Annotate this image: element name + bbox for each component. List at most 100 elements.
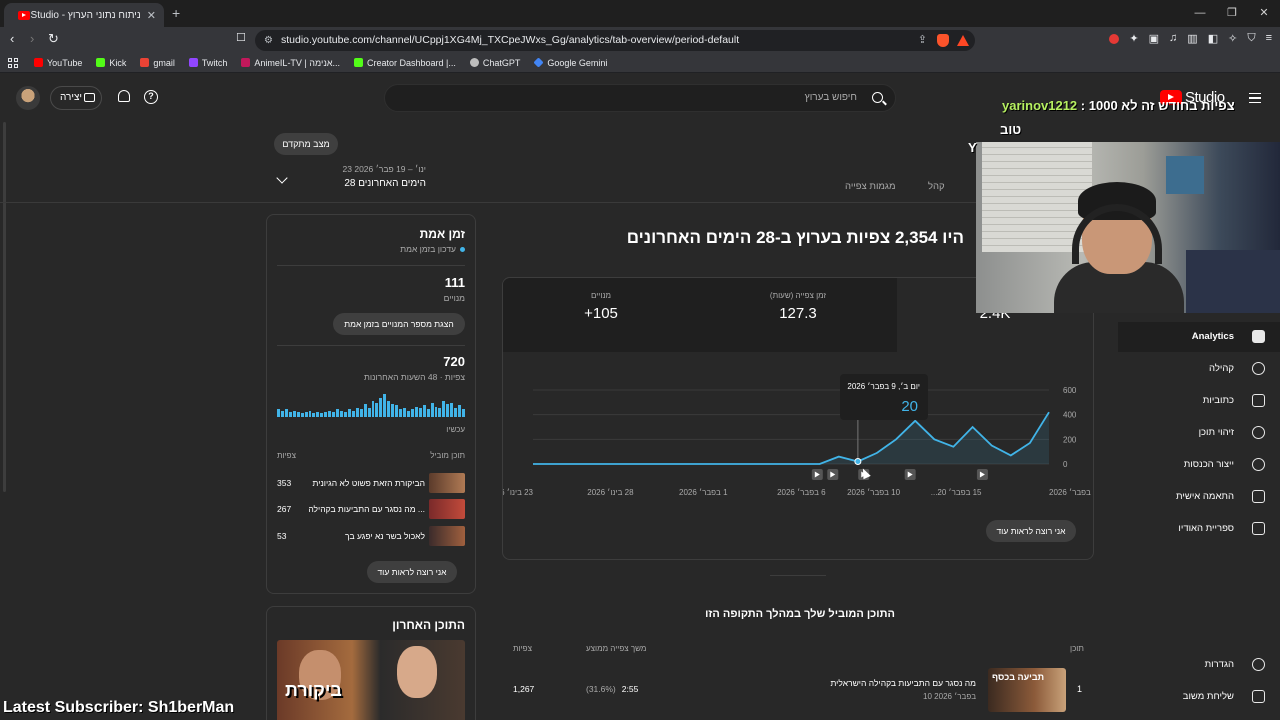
play-icon <box>979 471 985 478</box>
sidebar-item-community[interactable]: קהילה <box>1118 354 1280 384</box>
realtime-bar <box>324 411 328 417</box>
list-item[interactable]: 353 הביקורת הזאת פשוט לא הגיונית <box>277 473 465 493</box>
realtime-see-more-button[interactable]: אני רוצה לראות עוד <box>367 561 457 583</box>
bookmark-gmail[interactable]: gmail <box>140 58 175 68</box>
y-tick-label: 200 <box>1063 435 1077 444</box>
table-row[interactable]: 1 תביעה בכסף מה נסגר עם התביעות בקהילה ה… <box>502 666 1094 714</box>
realtime-card: זמן אמת עדכון בזמן אמת 111 מנויים הצגת מ… <box>266 214 476 594</box>
analytics-icon <box>1252 330 1265 343</box>
twitch-icon <box>188 58 198 67</box>
page-scrollbar[interactable] <box>3 122 6 492</box>
dollar-icon <box>1252 458 1265 471</box>
sidebar-item-customization[interactable]: התאמה אישית <box>1118 482 1280 512</box>
play-icon <box>907 471 913 478</box>
close-tab-icon[interactable]: ✕ <box>146 9 156 22</box>
realtime-bar <box>336 409 339 417</box>
new-tab-icon[interactable]: + <box>172 5 181 21</box>
studio-logo[interactable]: Studio <box>1160 89 1225 106</box>
help-icon[interactable]: ? <box>144 90 158 104</box>
menu-icon[interactable]: ≡ <box>1265 32 1272 44</box>
apps-grid-icon[interactable] <box>8 57 18 68</box>
overview-card: מנויים +105 זמן צפייה (שעות) 127.3 צפיות… <box>502 277 1094 560</box>
hamburger-menu-icon[interactable] <box>1249 93 1261 103</box>
leo-icon[interactable]: ✧ <box>1228 33 1238 45</box>
search-placeholder: חיפוש בערוץ <box>804 92 857 103</box>
realtime-bar-chart[interactable] <box>277 391 465 417</box>
account-avatar[interactable] <box>16 86 40 110</box>
x-tick-label: 6 בפבר׳ 2026 <box>777 488 826 497</box>
forward-icon[interactable]: › <box>30 31 35 46</box>
wallet-icon[interactable]: ◧ <box>1207 33 1219 45</box>
search-icon[interactable] <box>872 92 883 103</box>
tab-audience[interactable]: קהל <box>928 181 945 192</box>
restore-icon[interactable]: ❐ <box>1227 7 1237 19</box>
screenshot-extension-icon[interactable]: ▣ <box>1148 33 1160 45</box>
sidebar-item-content-id[interactable]: זיהוי תוכן <box>1118 418 1280 448</box>
bookmark-gemini[interactable]: Google Gemini <box>533 57 607 68</box>
gmail-icon <box>140 58 150 67</box>
create-button[interactable]: יצירה <box>50 86 102 110</box>
back-icon[interactable]: ‹ <box>10 31 15 46</box>
realtime-bar <box>316 411 320 417</box>
bookmark-creator-dashboard[interactable]: Creator Dashboard |... <box>354 58 456 68</box>
brave-rewards-icon[interactable] <box>957 35 969 46</box>
period-selector[interactable]: 23 ינו׳ – 19 פבר׳ 2026 28 הימים האחרונים <box>300 164 426 189</box>
metric-watch-time[interactable]: זמן צפייה (שעות) 127.3 <box>700 278 897 352</box>
show-realtime-subscribers-button[interactable]: הצגת מספר המנויים בזמן אמת <box>333 313 465 335</box>
latest-video-thumbnail[interactable]: ביקורת <box>277 640 465 720</box>
bookmark-twitch[interactable]: Twitch <box>188 58 227 68</box>
thumbnail-text: ביקורת <box>285 680 342 700</box>
overview-see-more-button[interactable]: אני רוצה לראות עוד <box>986 520 1076 542</box>
vpn-icon[interactable]: ⛉ <box>1247 32 1256 44</box>
record-extension-icon[interactable] <box>1109 34 1120 44</box>
sidebar-item-subtitles[interactable]: כתוביות <box>1118 386 1280 416</box>
close-window-icon[interactable]: ✕ <box>1259 7 1269 19</box>
browser-tab[interactable]: ניתוח נתוני הערוץ - YouTube Studio ✕ <box>4 3 164 27</box>
browser-tabstrip: ניתוח נתוני הערוץ - YouTube Studio ✕ + —… <box>0 0 1280 27</box>
realtime-bar <box>379 397 383 417</box>
play-icon <box>814 471 820 478</box>
sidebar-item-audio-library[interactable]: ספריית האודיו <box>1118 514 1280 544</box>
channel-search-input[interactable]: חיפוש בערוץ <box>384 84 896 112</box>
tooltip-date: יום ב׳, 9 בפבר׳ 2026 <box>847 382 920 391</box>
col-avg-duration-header: משך צפייה ממוצע <box>586 644 647 653</box>
realtime-bar <box>277 409 280 417</box>
realtime-bar <box>422 405 426 417</box>
sidebar-item-monetization[interactable]: ייצור הכנסות <box>1118 450 1280 480</box>
bookmark-icon[interactable]: ☐ <box>236 32 246 44</box>
site-settings-icon[interactable]: ⚙ <box>264 35 273 46</box>
sidebar-item-label: זיהוי תוכן <box>1198 427 1234 438</box>
media-icon[interactable]: ♫ <box>1169 32 1178 44</box>
x-tick-label: 23 בינו׳ 2026 <box>503 488 534 497</box>
bookmark-animeil[interactable]: AnimeIL-TV | אנימה... <box>241 58 340 68</box>
camera-plus-icon <box>84 93 95 102</box>
item-title: לאכול בשר נא יפגע בך <box>345 531 425 541</box>
sidebar-toggle-icon[interactable]: ▥ <box>1187 33 1198 45</box>
puzzle-extension-icon[interactable]: ✦ <box>1129 33 1139 45</box>
sidebar-item-settings[interactable]: הגדרות <box>1118 650 1280 680</box>
views-line-chart[interactable]: 0 200 400 600 23 בינו׳ 2026 28 בינו׳ 2026 1 בפ… <box>503 352 1094 502</box>
reload-icon[interactable]: ↻ <box>48 31 59 46</box>
realtime-bar <box>418 407 422 417</box>
metric-subscribers[interactable]: מנויים +105 <box>503 278 700 352</box>
youtube-favicon-icon <box>18 10 30 20</box>
brave-shields-icon[interactable] <box>937 34 949 47</box>
list-item[interactable]: 53 לאכול בשר נא יפגע בך <box>277 526 465 546</box>
row-title[interactable]: מה נסגר עם התביעות בקהילה הישראלית <box>830 678 976 688</box>
bookmark-chatgpt[interactable]: ChatGPT <box>469 58 520 68</box>
bookmark-kick[interactable]: Kick <box>96 58 126 68</box>
share-icon[interactable]: ⇪ <box>917 34 927 46</box>
bookmark-youtube[interactable]: YouTube <box>34 58 82 68</box>
realtime-bar <box>438 407 442 417</box>
advanced-mode-button[interactable]: מצב מתקדם <box>274 133 338 155</box>
sidebar-item-analytics[interactable]: Analytics <box>1118 322 1280 352</box>
notifications-bell-icon[interactable] <box>118 90 130 102</box>
sidebar-item-feedback[interactable]: שליחת משוב <box>1118 682 1280 712</box>
tab-viewing-trends[interactable]: מגמות צפייה <box>845 181 896 192</box>
minimize-icon[interactable]: — <box>1194 7 1206 19</box>
realtime-bar <box>454 407 458 417</box>
url-bar[interactable]: ⚙ studio.youtube.com/channel/UCppj1XG4Mj… <box>255 30 975 51</box>
realtime-bar <box>367 407 371 417</box>
list-item[interactable]: 267 מה נסגר עם התביעות בקהילה ... <box>277 499 465 519</box>
chevron-down-icon[interactable] <box>276 172 288 184</box>
